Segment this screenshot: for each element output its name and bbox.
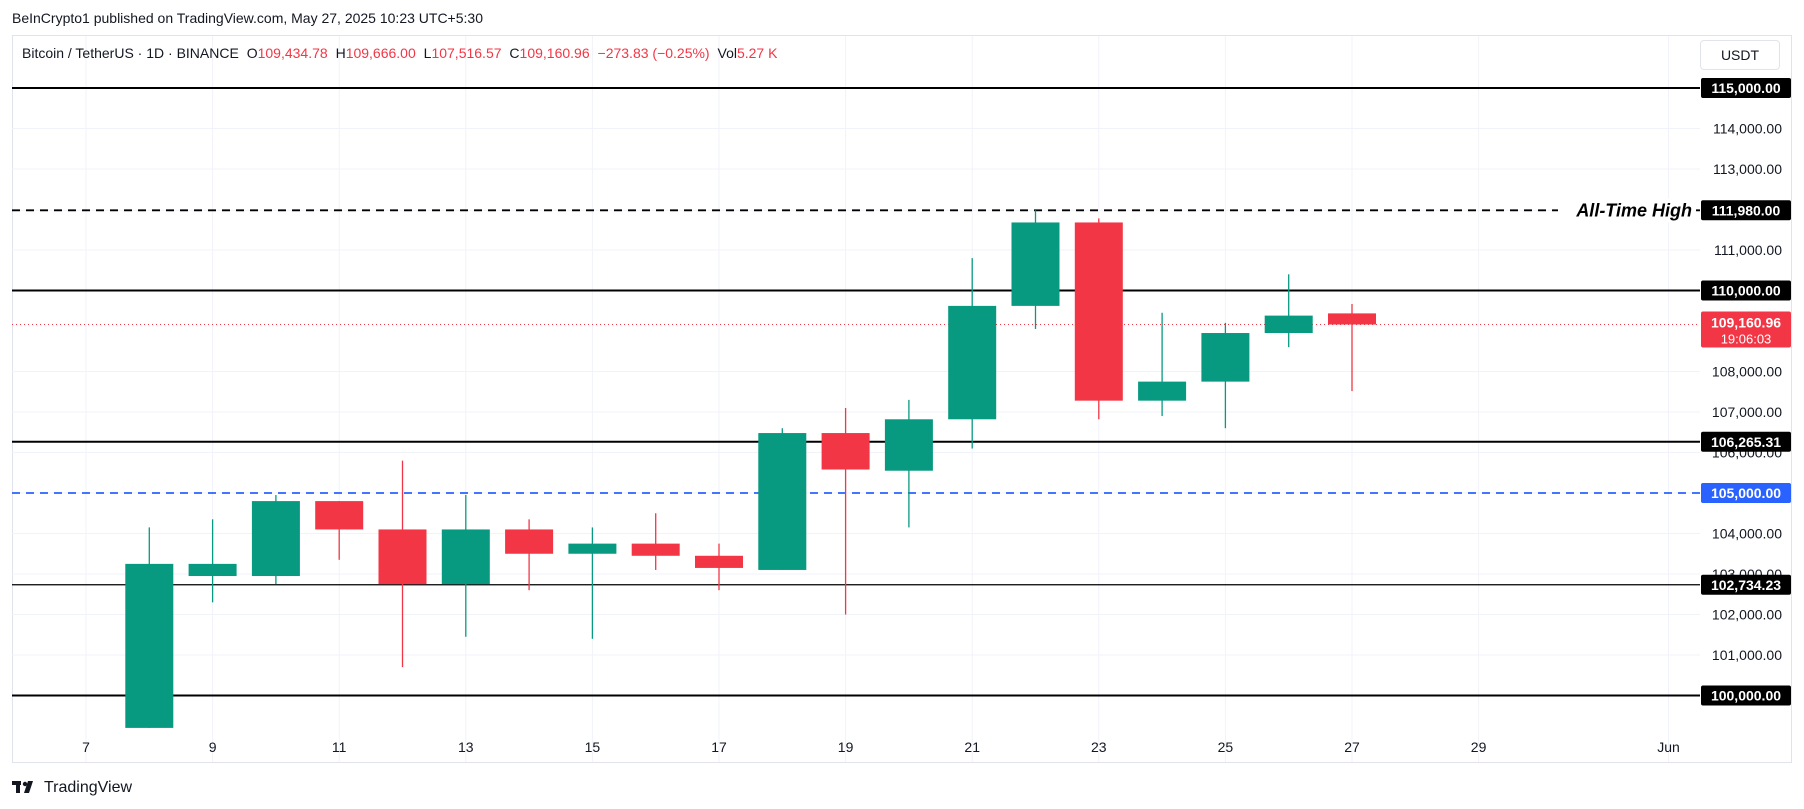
x-tick-label: 27 bbox=[1344, 739, 1360, 755]
y-tick-label: 111,000.00 bbox=[1714, 242, 1782, 258]
level-price-label: 111,980.00 bbox=[1712, 202, 1781, 218]
candle-body bbox=[315, 501, 364, 530]
x-tick-label: 15 bbox=[585, 739, 601, 755]
level-price-tag bbox=[1701, 431, 1791, 452]
candle-body bbox=[568, 543, 617, 554]
level-price-tag bbox=[1701, 685, 1791, 706]
candle-body bbox=[948, 305, 997, 420]
level-price-label: 100,000.00 bbox=[1711, 688, 1781, 704]
level-price-label: 105,000.00 bbox=[1711, 485, 1781, 501]
grid-layer bbox=[12, 36, 1700, 762]
axis-layer: 7 9 11 13 15 17 19 21 23 25 27 29 Jun 114,000.00 113,0… bbox=[82, 121, 1782, 756]
y-tick-label: 101,000.00 bbox=[1712, 647, 1782, 663]
volume-value: 5.27 K bbox=[736, 45, 778, 61]
level-price-tag bbox=[1701, 280, 1791, 301]
candle-body bbox=[1074, 222, 1123, 401]
y-tick-label: 107,000.00 bbox=[1712, 404, 1782, 420]
x-tick-label: 21 bbox=[964, 739, 980, 755]
price-labels-layer: 115,000.00 111,980.00 110,000.00 106,265.31… bbox=[1701, 78, 1791, 706]
chart-frame bbox=[12, 35, 1792, 763]
symbol-title[interactable]: Bitcoin / TetherUS · 1D · BINANCE bbox=[22, 45, 239, 61]
candle-body bbox=[125, 563, 174, 728]
level-price-label: 110,000.00 bbox=[1711, 283, 1781, 299]
brand-name: TradingView bbox=[44, 779, 133, 796]
close-value: 109,160.96 bbox=[519, 45, 590, 61]
candle-body bbox=[188, 563, 237, 577]
high-value: 109,666.00 bbox=[345, 45, 416, 61]
annotation-bg bbox=[1558, 198, 1696, 223]
publisher-line: BeInCrypto1 published on TradingView.com… bbox=[12, 10, 483, 26]
candle-body bbox=[884, 419, 933, 471]
all-time-high-annotation: All-Time High bbox=[1575, 200, 1692, 220]
high-label: H bbox=[335, 45, 346, 61]
x-tick-label: 23 bbox=[1091, 739, 1107, 755]
currency-selector[interactable]: USDT bbox=[1700, 40, 1780, 70]
x-tick-label: 13 bbox=[458, 739, 474, 755]
last-price-label: 109,160.96 bbox=[1711, 314, 1781, 330]
x-tick-label: 7 bbox=[82, 739, 90, 755]
x-tick-label: 11 bbox=[332, 739, 347, 755]
level-price-label: 115,000.00 bbox=[1711, 80, 1781, 96]
ohlc-legend: Bitcoin / TetherUS · 1D · BINANCE O109,4… bbox=[22, 45, 781, 61]
countdown-label: 19:06:03 bbox=[1721, 331, 1772, 346]
last-price-tag bbox=[1701, 311, 1791, 348]
y-tick-label: 114,000.00 bbox=[1713, 121, 1782, 137]
candle-body bbox=[758, 433, 807, 570]
level-price-tag bbox=[1701, 200, 1791, 221]
candle-body bbox=[1264, 315, 1313, 334]
level-price-label: 106,265.31 bbox=[1711, 434, 1781, 450]
candle-body bbox=[631, 543, 680, 556]
candle-body bbox=[505, 529, 554, 554]
candle-body bbox=[821, 433, 870, 470]
candle-body bbox=[378, 529, 427, 585]
x-tick-label: Jun bbox=[1657, 739, 1680, 755]
open-value: 109,434.78 bbox=[257, 45, 328, 61]
candle-body bbox=[1201, 333, 1250, 382]
x-tick-label: 17 bbox=[711, 739, 727, 755]
level-lines: All-Time High bbox=[12, 87, 1700, 697]
x-tick-label: 19 bbox=[838, 739, 854, 755]
candle-body bbox=[1011, 222, 1060, 306]
candle-body bbox=[441, 529, 490, 585]
y-tick-label: 104,000.00 bbox=[1712, 526, 1782, 542]
change-value: −273.83 (−0.25%) bbox=[597, 45, 710, 61]
level-price-tag bbox=[1701, 78, 1791, 98]
x-tick-label: 9 bbox=[209, 739, 217, 755]
candle-body bbox=[695, 555, 743, 568]
candle-body bbox=[1328, 313, 1376, 325]
candles-layer bbox=[125, 210, 1376, 728]
y-tick-label: 113,000.00 bbox=[1713, 161, 1782, 177]
y-tick-label: 108,000.00 bbox=[1712, 364, 1782, 380]
candle-body bbox=[251, 501, 300, 577]
close-label: C bbox=[509, 45, 520, 61]
open-label: O bbox=[246, 45, 258, 61]
tradingview-brand[interactable]: TradingView bbox=[12, 779, 132, 797]
candle-body bbox=[1138, 381, 1187, 401]
tradingview-logo-icon bbox=[12, 781, 33, 793]
y-tick-label: 102,000.00 bbox=[1712, 607, 1782, 623]
volume-label: Vol bbox=[717, 45, 737, 61]
x-tick-label: 29 bbox=[1471, 739, 1487, 755]
low-label: L bbox=[423, 45, 432, 61]
level-price-tag bbox=[1701, 574, 1791, 595]
level-price-tag bbox=[1701, 483, 1791, 503]
x-tick-label: 25 bbox=[1218, 739, 1234, 755]
low-value: 107,516.57 bbox=[431, 45, 502, 61]
level-price-label: 102,734.23 bbox=[1711, 577, 1781, 593]
